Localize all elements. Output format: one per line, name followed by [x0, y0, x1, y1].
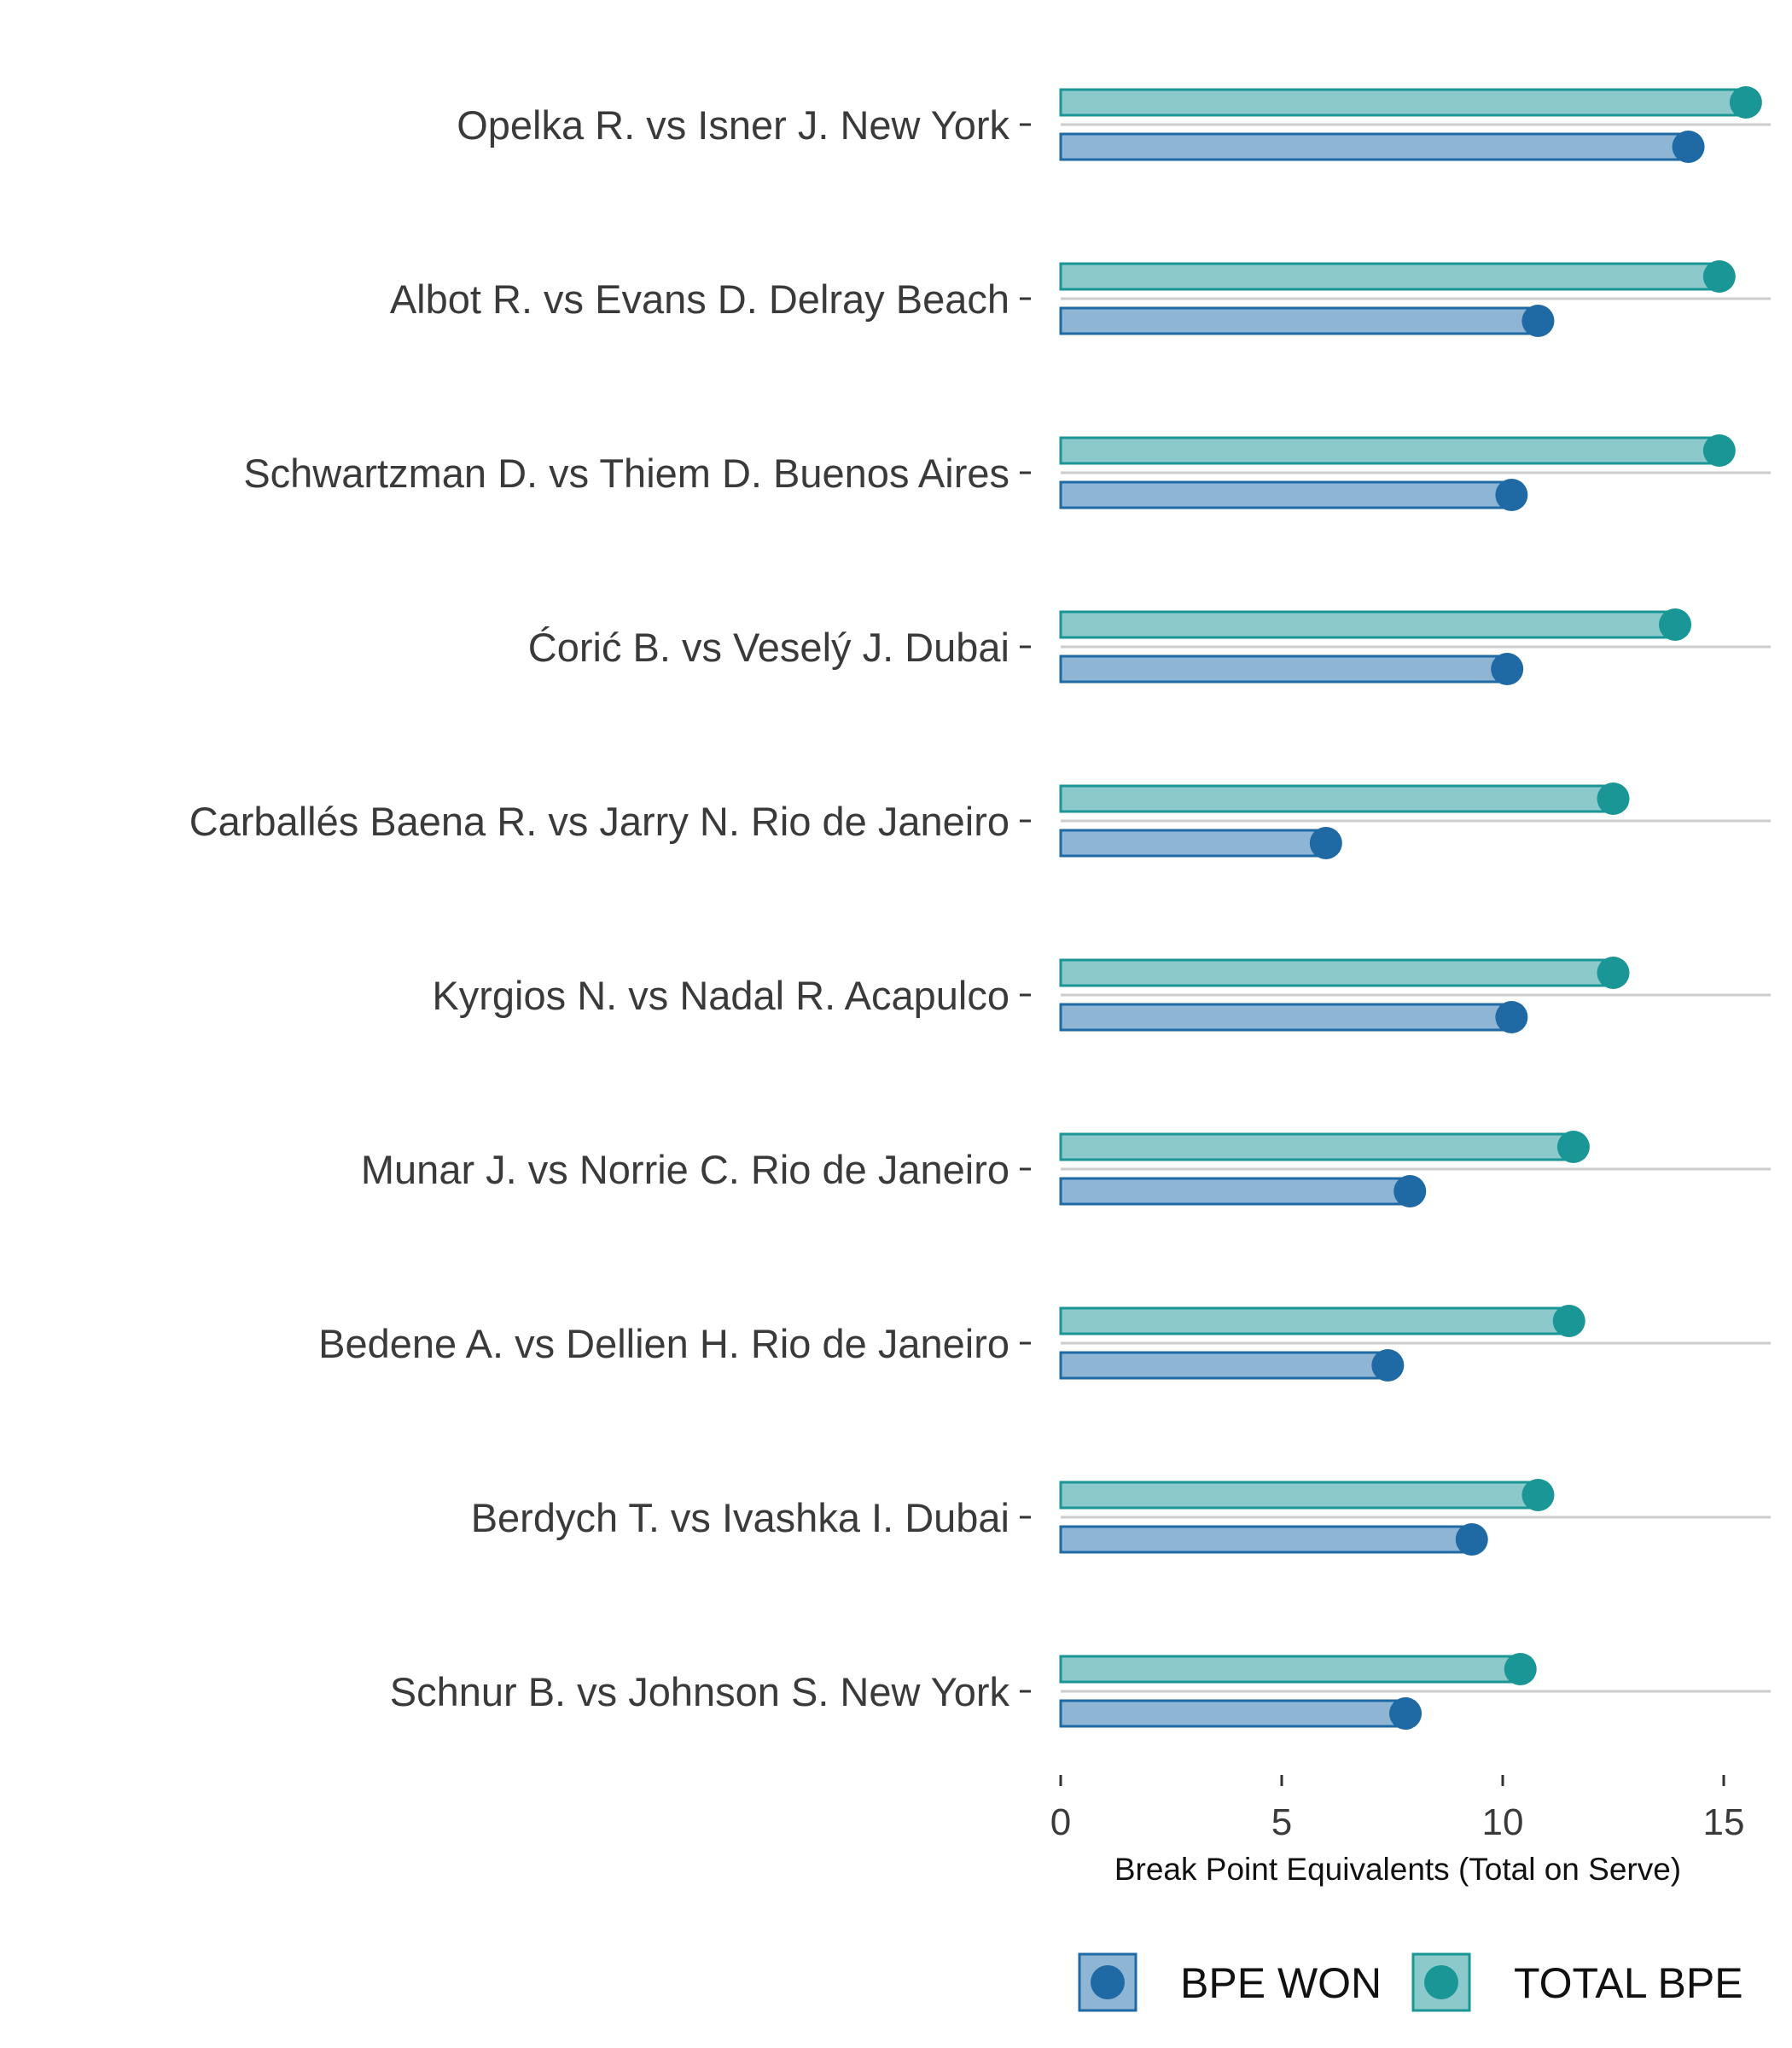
category-axis: Opelka R. vs Isner J. New York Albot R. v…	[189, 102, 1031, 1714]
bpe-won-bar	[1059, 1351, 1389, 1380]
total-bpe-bar	[1059, 958, 1615, 987]
total-bpe-point	[1729, 86, 1762, 119]
category-label: Berdych T. vs Ivashka I. Dubai	[471, 1495, 1009, 1540]
total-bpe-point	[1556, 1131, 1590, 1163]
legend: BPE WON TOTAL BPE	[1078, 1952, 1743, 2012]
x-tick-label: 0	[1050, 1801, 1071, 1843]
bpe-won-point	[1389, 1697, 1423, 1730]
total-bpe-bar	[1059, 1132, 1575, 1161]
bpe-won-bar	[1059, 829, 1328, 858]
total-bpe-point	[1702, 260, 1736, 293]
bpe-won-bar	[1059, 480, 1513, 509]
bpe-won-point	[1491, 653, 1524, 685]
legend-key-point	[1091, 1965, 1125, 1999]
category-label: Albot R. vs Evans D. Delray Beach	[390, 276, 1009, 322]
total-bpe-bar	[1059, 610, 1677, 639]
bpe-won-bar	[1059, 132, 1690, 161]
bars	[1059, 88, 1748, 1728]
total-bpe-bar	[1059, 784, 1615, 813]
legend-key-point	[1424, 1965, 1458, 1999]
x-tick-label: 5	[1271, 1801, 1292, 1843]
total-bpe-bar	[1059, 1306, 1571, 1335]
bpe-won-point	[1495, 1001, 1528, 1033]
bpe-won-point	[1455, 1523, 1488, 1556]
bpe-won-bar	[1059, 1177, 1411, 1206]
bpe-won-point	[1672, 131, 1705, 163]
bpe-won-bar	[1059, 1003, 1513, 1032]
bpe-won-bar	[1059, 306, 1539, 335]
bpe-won-point	[1309, 827, 1342, 859]
category-label: Bedene A. vs Dellien H. Rio de Janeiro	[318, 1321, 1009, 1366]
total-bpe-bar	[1059, 88, 1748, 117]
bpe-won-point	[1521, 305, 1555, 337]
total-bpe-point	[1521, 1479, 1555, 1511]
total-bpe-bar	[1059, 436, 1721, 465]
points	[1309, 86, 1762, 1730]
total-bpe-bar	[1059, 1655, 1522, 1684]
bpe-won-point	[1393, 1175, 1427, 1207]
x-tick-label: 10	[1482, 1801, 1524, 1843]
total-bpe-point	[1597, 957, 1630, 989]
total-bpe-point	[1552, 1305, 1585, 1337]
x-axis-title: Break Point Equivalents (Total on Serve)	[1114, 1852, 1681, 1887]
x-axis: 0 5 10 15	[1050, 1775, 1745, 1843]
category-label: Carballés Baena R. vs Jarry N. Rio de Ja…	[189, 799, 1009, 844]
category-label: Schwartzman D. vs Thiem D. Buenos Aires	[243, 451, 1009, 496]
bpe-won-point	[1371, 1349, 1405, 1382]
total-bpe-point	[1504, 1653, 1537, 1685]
total-bpe-point	[1702, 434, 1736, 467]
legend-label: TOTAL BPE	[1514, 1959, 1743, 2007]
bpe-won-bar	[1059, 655, 1509, 684]
gridlines	[1061, 123, 1771, 1693]
category-label: Schnur B. vs Johnson S. New York	[390, 1669, 1010, 1714]
category-label: Kyrgios N. vs Nadal R. Acapulco	[432, 973, 1009, 1018]
x-tick-label: 15	[1703, 1801, 1745, 1843]
total-bpe-bar	[1059, 262, 1721, 291]
bpe-won-point	[1495, 479, 1528, 511]
category-label: Ćorić B. vs Veselý J. Dubai	[528, 625, 1009, 670]
category-label: Opelka R. vs Isner J. New York	[457, 102, 1009, 148]
bpe-won-bar	[1059, 1699, 1407, 1728]
legend-label: BPE WON	[1180, 1959, 1382, 2007]
total-bpe-bar	[1059, 1481, 1539, 1510]
total-bpe-point	[1659, 608, 1692, 641]
bpe-won-bar	[1059, 1525, 1474, 1554]
category-label: Munar J. vs Norrie C. Rio de Janeiro	[361, 1147, 1009, 1192]
total-bpe-point	[1597, 783, 1630, 815]
